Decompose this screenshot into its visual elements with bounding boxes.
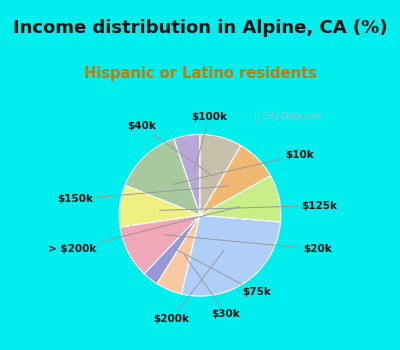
Text: $20k: $20k — [164, 235, 332, 254]
Text: Hispanic or Latino residents: Hispanic or Latino residents — [84, 66, 316, 81]
Wedge shape — [200, 146, 270, 215]
Wedge shape — [120, 215, 200, 274]
Wedge shape — [144, 215, 200, 284]
Text: $100k: $100k — [192, 112, 228, 173]
Wedge shape — [119, 185, 200, 227]
Wedge shape — [200, 176, 281, 222]
Text: > $200k: > $200k — [48, 206, 240, 254]
Wedge shape — [200, 134, 241, 215]
Text: Income distribution in Alpine, CA (%): Income distribution in Alpine, CA (%) — [13, 19, 387, 37]
Text: $40k: $40k — [127, 121, 210, 174]
Text: $150k: $150k — [57, 186, 228, 204]
Text: $75k: $75k — [176, 249, 271, 297]
Wedge shape — [174, 134, 200, 215]
Text: $30k: $30k — [184, 255, 240, 319]
Wedge shape — [182, 215, 280, 296]
Text: $200k: $200k — [154, 250, 224, 324]
Text: $10k: $10k — [172, 149, 314, 184]
Text: ⓘ City-Data.com: ⓘ City-Data.com — [255, 112, 322, 121]
Text: $125k: $125k — [160, 201, 337, 211]
Wedge shape — [125, 139, 200, 215]
Wedge shape — [157, 215, 200, 294]
